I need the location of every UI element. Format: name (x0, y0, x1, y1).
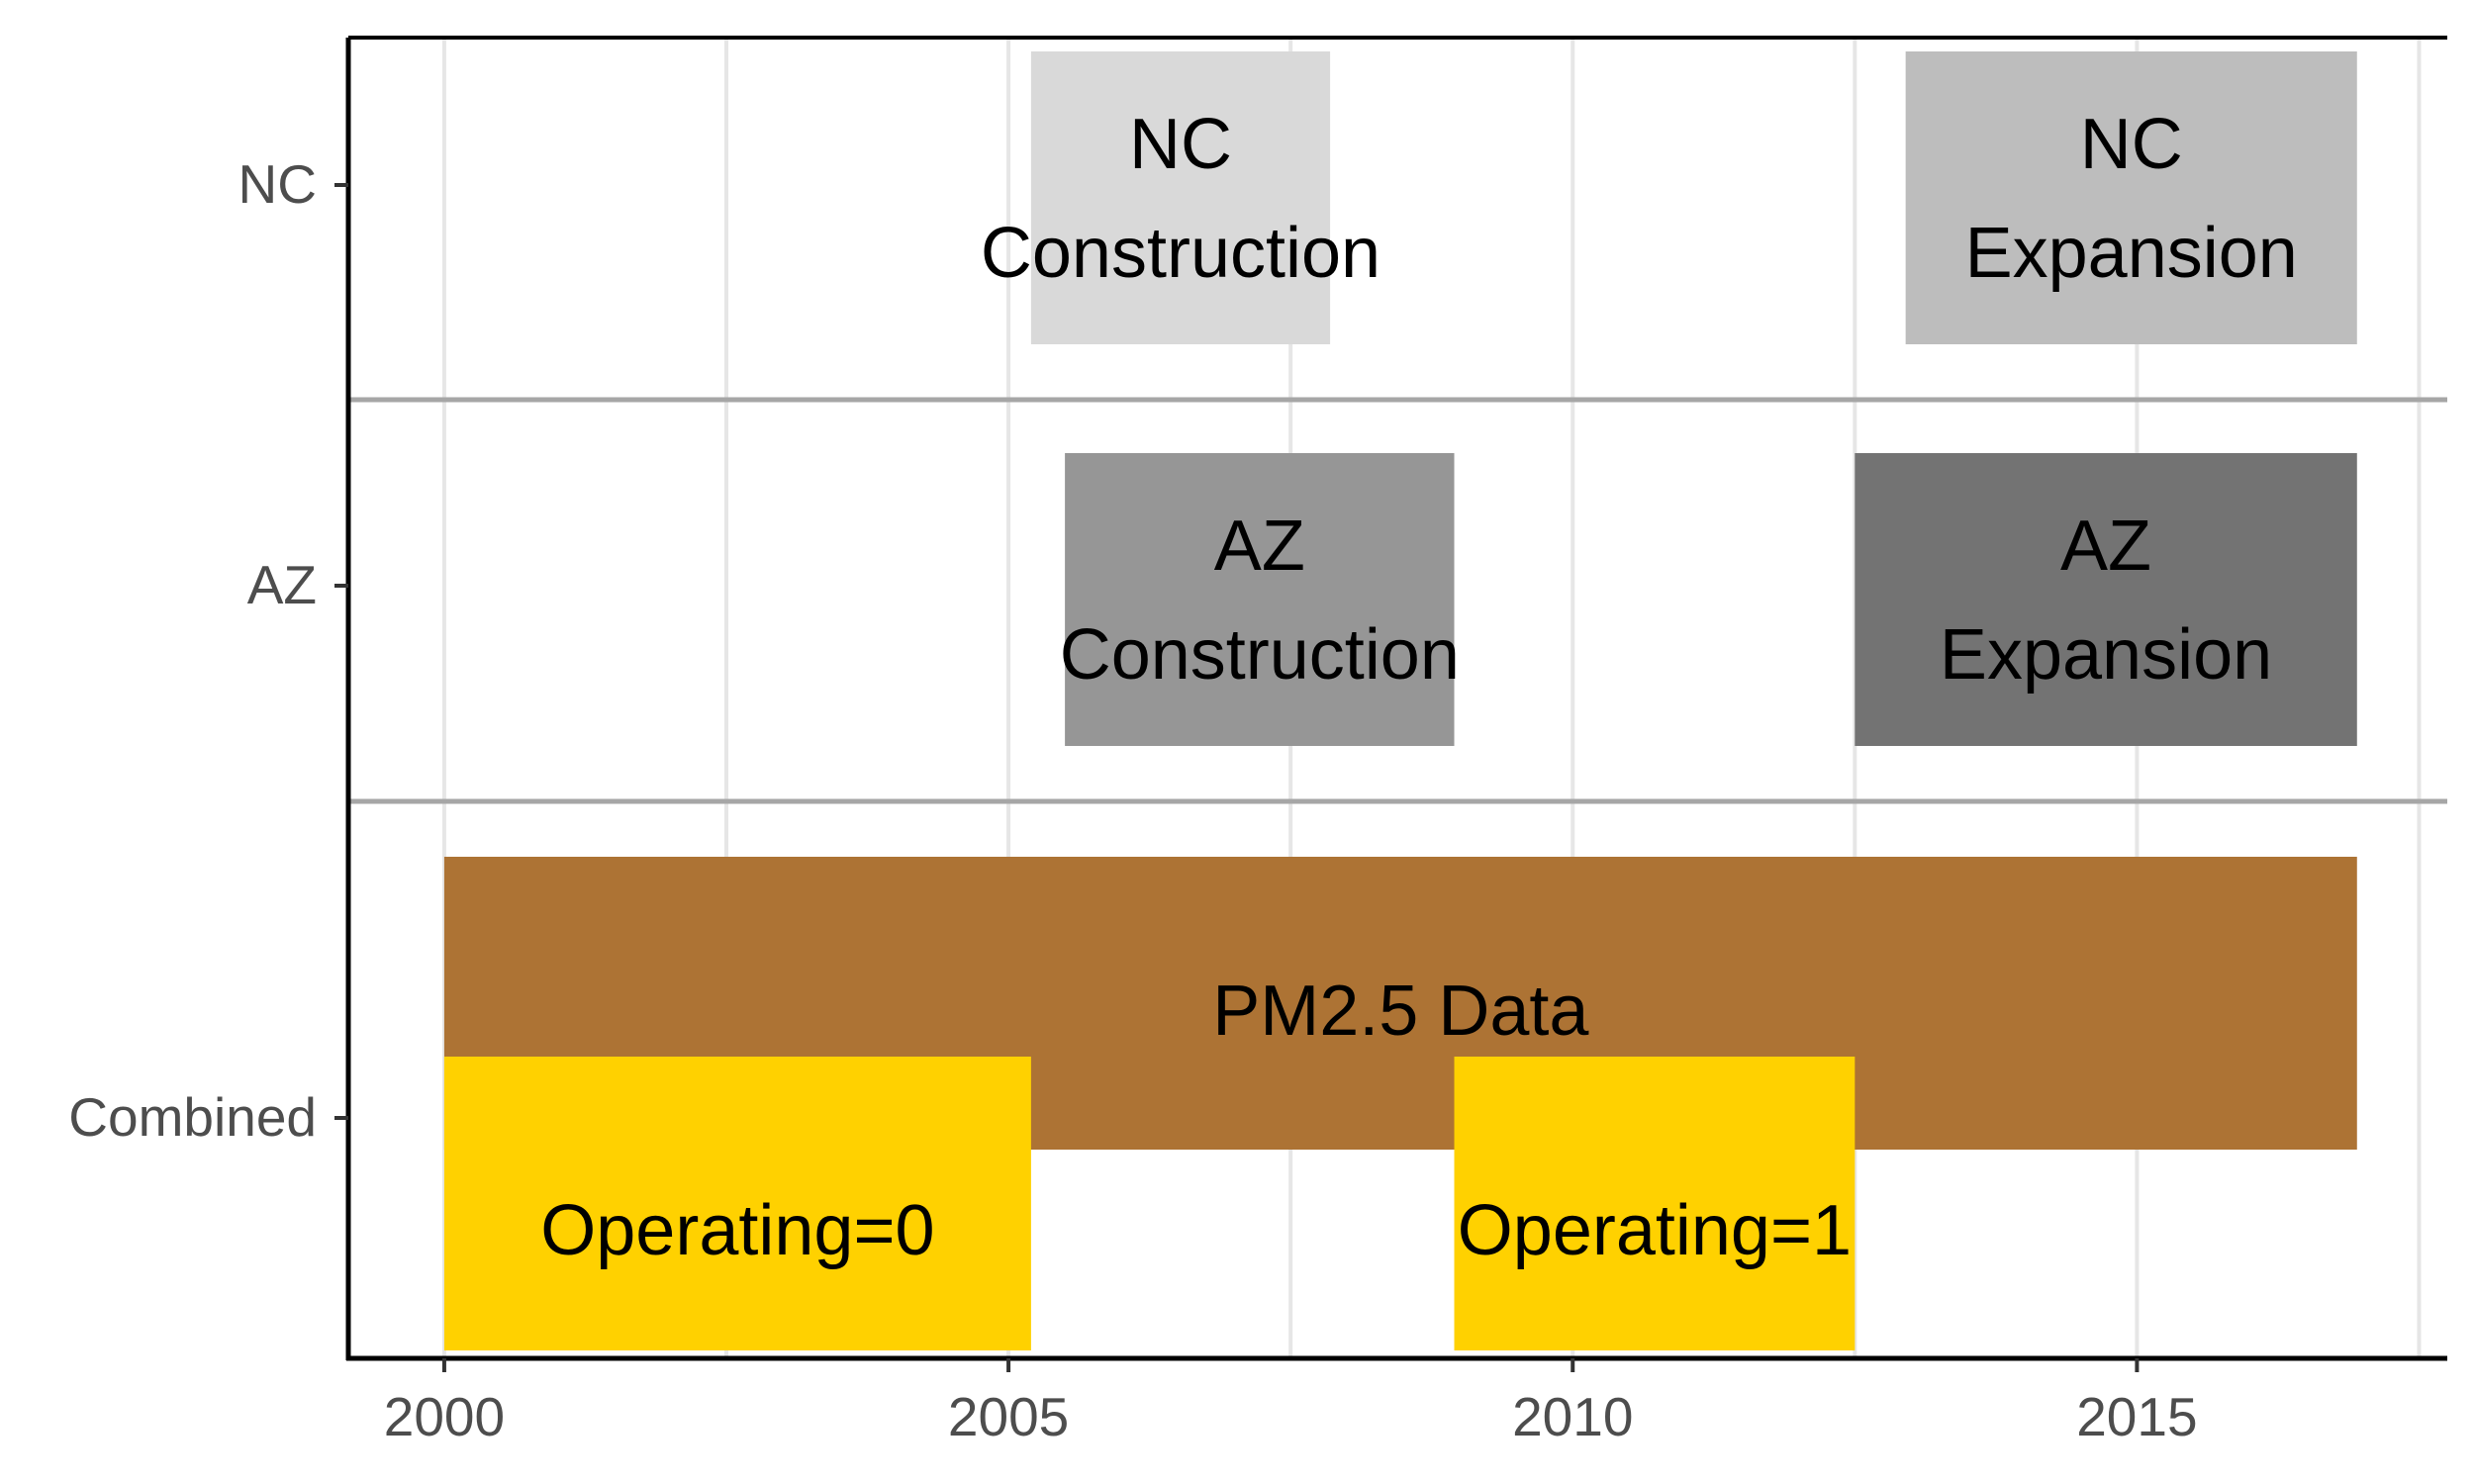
bar-label: NC Expansion (1965, 105, 2298, 293)
bar-label: AZ Expansion (1940, 507, 2272, 695)
bar-label: PM2.5 Data (1212, 972, 1589, 1051)
bar-operating-0 (443, 1057, 1031, 1350)
bar-az-construction (1065, 453, 1455, 746)
bar-nc-expansion (1905, 51, 2357, 344)
tick-labels: 2000 2005 2010 2015 NC AZ Combined (68, 153, 2197, 1447)
bar-az-expansion (1855, 453, 2357, 746)
x-tick-label: 2000 (384, 1386, 505, 1447)
bar-labels: NC Construction NC Expansion AZ Construction A… (540, 105, 2298, 1270)
bar-operating-1 (1454, 1057, 1856, 1350)
bar-nc-construction (1030, 51, 1331, 344)
bar-label: AZ Construction (1060, 507, 1460, 695)
y-tick-label: NC (238, 153, 317, 215)
x-tick-label: 2015 (2076, 1386, 2197, 1447)
x-tick-label: 2005 (948, 1386, 1069, 1447)
bars (443, 51, 2357, 1350)
row-separators (348, 397, 2447, 804)
y-tick-label: Combined (68, 1086, 317, 1148)
y-tick-label: AZ (247, 554, 317, 615)
bar-label: NC Construction (981, 105, 1380, 293)
axes (334, 36, 2447, 1372)
x-tick-label: 2010 (1512, 1386, 1633, 1447)
bar-label: Operating=0 (540, 1191, 934, 1270)
bar-label: Operating=1 (1458, 1191, 1852, 1270)
